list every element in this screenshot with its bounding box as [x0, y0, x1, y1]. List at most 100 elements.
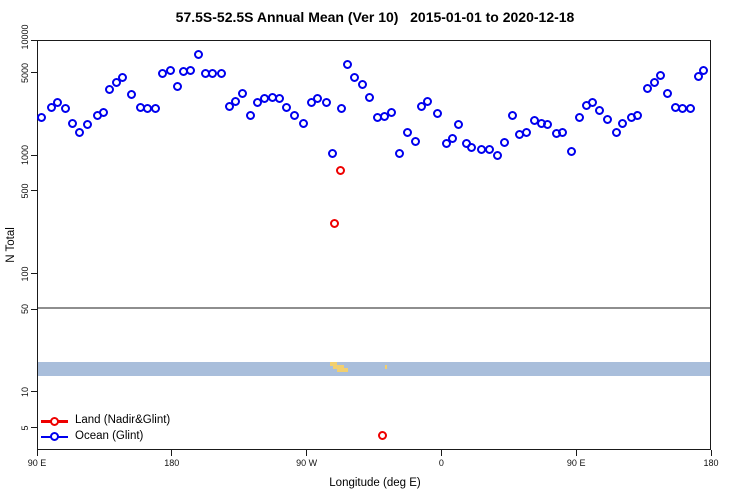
data-point-ocean [173, 82, 183, 92]
y-axis-title: N Total [5, 227, 17, 263]
data-point-ocean [298, 118, 308, 128]
data-point-ocean [127, 90, 137, 100]
data-point-ocean [313, 93, 323, 103]
y-tick-label: 5 [20, 424, 30, 431]
data-point-ocean [575, 113, 585, 123]
x-tick-mark [440, 450, 442, 456]
data-point-ocean [508, 110, 518, 120]
y-tick-label: 10 [20, 386, 30, 397]
x-tick-label: 0 [438, 458, 444, 468]
y-tick-mark [31, 154, 37, 156]
data-point-ocean [282, 102, 292, 112]
data-point-ocean [699, 66, 709, 76]
x-tick-mark [710, 450, 712, 456]
data-point-ocean [395, 148, 405, 158]
data-point-ocean [663, 88, 673, 98]
data-point-ocean [656, 70, 666, 80]
latitude-band-land-segment [332, 365, 345, 369]
data-point-ocean [217, 68, 227, 78]
data-point-ocean [150, 104, 160, 114]
data-point-ocean [417, 101, 427, 111]
y-tick-label: 500 [20, 183, 30, 199]
data-point-land [330, 219, 340, 229]
x-tick-mark [36, 450, 38, 456]
data-point-ocean [500, 137, 510, 147]
data-point-ocean [694, 71, 704, 81]
data-point-ocean [67, 118, 77, 128]
y-tick-label: 50 [20, 304, 30, 315]
y-tick-label: 100 [20, 266, 30, 282]
data-point-ocean [558, 128, 568, 138]
data-point-ocean [322, 97, 332, 107]
data-point-ocean [75, 128, 85, 138]
y-tick-label: 1000 [20, 145, 30, 166]
latitude-band-land-segment [337, 368, 348, 372]
data-point-ocean [238, 89, 248, 99]
data-point-ocean [208, 68, 218, 78]
data-point-ocean [225, 101, 235, 111]
data-point-ocean [588, 97, 598, 107]
data-point-ocean [686, 103, 696, 113]
data-point-ocean [105, 85, 115, 95]
x-tick-label: 90 E [27, 458, 47, 468]
legend-circle-marker [50, 416, 59, 426]
data-point-ocean [358, 80, 368, 90]
data-point-ocean [603, 115, 613, 125]
x-tick-mark [575, 450, 577, 456]
data-point-ocean [543, 120, 553, 130]
data-point-ocean [423, 96, 433, 106]
data-point-ocean [650, 78, 660, 88]
data-point-ocean [595, 105, 605, 115]
legend-label: Ocean (Glint) [75, 429, 144, 442]
data-point-ocean [328, 148, 338, 158]
data-point-ocean [98, 108, 108, 118]
data-point-ocean [337, 103, 347, 113]
data-point-ocean [403, 128, 413, 138]
data-point-ocean [485, 145, 495, 155]
y-tick-mark [31, 190, 37, 192]
x-tick-label: 180 [164, 458, 180, 468]
data-point-ocean [522, 128, 532, 138]
y-tick-mark [31, 72, 37, 74]
latitude-band-land-segment [329, 362, 338, 366]
data-point-ocean [411, 136, 421, 146]
y-tick-label: 5000 [20, 62, 30, 83]
data-point-ocean [387, 108, 397, 118]
legend-label: Land (Nadir&Glint) [75, 414, 171, 426]
data-point-ocean [112, 78, 122, 88]
latitude-band-ocean-strip [38, 362, 710, 376]
data-point-ocean [467, 142, 477, 152]
x-tick-mark [306, 450, 308, 456]
data-point-ocean [343, 60, 353, 70]
data-point-ocean [37, 113, 47, 123]
data-point-ocean [83, 120, 93, 130]
data-point-ocean [118, 72, 128, 82]
data-point-ocean [633, 110, 643, 120]
data-point-ocean [365, 92, 375, 102]
reference-line-50 [38, 307, 710, 309]
data-point-ocean [380, 112, 390, 122]
y-tick-mark [31, 273, 37, 275]
data-point-ocean [194, 49, 204, 59]
data-point-ocean [290, 110, 300, 120]
x-tick-label: 90 W [296, 458, 318, 468]
x-tick-label: 90 E [566, 458, 586, 468]
data-point-ocean [612, 128, 622, 138]
data-point-ocean [350, 72, 360, 82]
chart-title: 57.5S-52.5S Annual Mean (Ver 10) 2015-01… [175, 9, 575, 25]
data-point-ocean [493, 150, 503, 160]
y-tick-mark [31, 39, 37, 41]
data-point-ocean [47, 102, 57, 112]
data-point-ocean [275, 93, 285, 103]
data-point-ocean [53, 97, 63, 107]
x-axis-title: Longitude (deg E) [329, 477, 421, 489]
legend-entry: Land (Nadir&Glint) [41, 414, 211, 428]
y-tick-mark [31, 391, 37, 393]
plot-area [37, 40, 711, 450]
latitude-band-land-segment [385, 365, 388, 369]
legend-entry: Ocean (Glint) [41, 430, 211, 444]
data-point-ocean [618, 119, 628, 129]
data-point-ocean [567, 146, 577, 156]
y-tick-label: 10000 [20, 24, 30, 50]
